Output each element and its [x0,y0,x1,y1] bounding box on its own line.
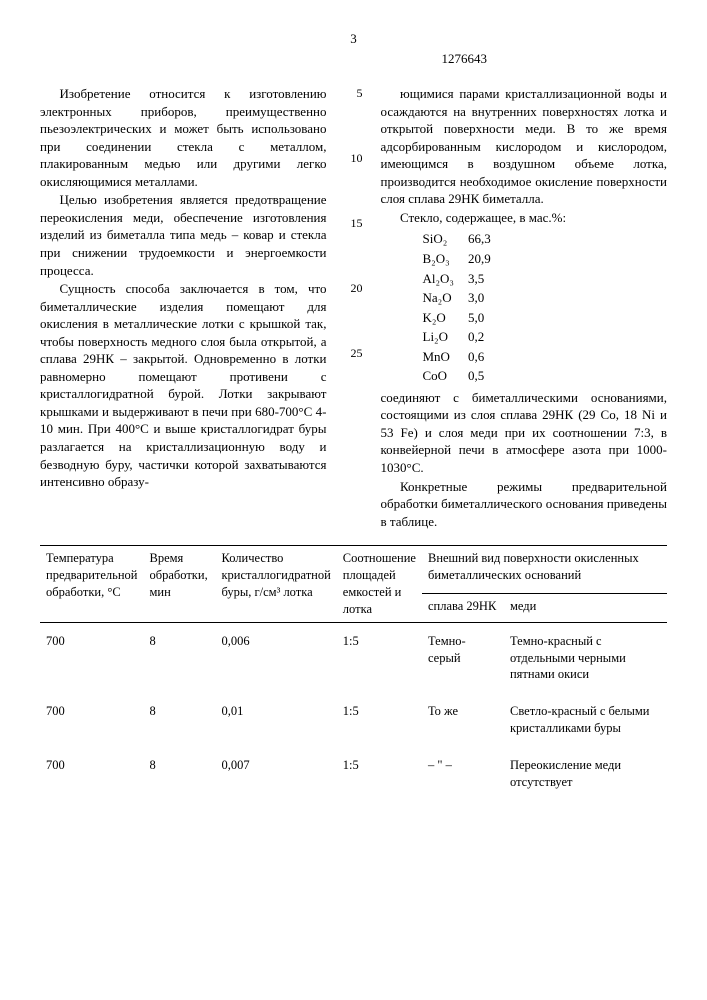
cell-amount: 0,006 [215,622,336,693]
cell-temp: 700 [40,622,143,693]
cell-temp: 700 [40,747,143,801]
comp-formula: K₂O [423,309,466,327]
comp-row: MnO0,6 [423,348,503,366]
composition-table: SiO₂66,3 B₂O₃20,9 Al₂O₃3,5 Na₂O3,0 K₂O5,… [421,228,505,386]
results-table: Температура предварительной обработки, °… [40,545,667,801]
col-header: Количество кристаллогидратной буры, г/см… [215,546,336,623]
page-number: 3 [40,30,667,48]
cell-copper: Светло-красный с белыми кристалликами бу… [504,693,667,747]
table-row: 700 8 0,007 1:5 – " – Переокисление меди… [40,747,667,801]
cell-alloy: То же [422,693,504,747]
comp-row: Li₂O0,2 [423,328,503,346]
cell-alloy: – " – [422,747,504,801]
cell-ratio: 1:5 [337,693,422,747]
cell-time: 8 [143,693,215,747]
cell-ratio: 1:5 [337,747,422,801]
paragraph: Изобретение относится к изготовлению эле… [40,85,327,190]
text-columns: Изобретение относится к изготовлению эле… [40,85,667,531]
comp-formula: MnO [423,348,466,366]
comp-value: 0,5 [468,367,503,385]
comp-formula: Na₂O [423,289,466,307]
left-column: Изобретение относится к изготовлению эле… [40,85,327,531]
line-marker: 15 [345,215,363,280]
cell-amount: 0,007 [215,747,336,801]
cell-time: 8 [143,622,215,693]
document-number: 1276643 [40,50,667,68]
comp-formula: Li₂O [423,328,466,346]
comp-value: 3,0 [468,289,503,307]
comp-row: Na₂O3,0 [423,289,503,307]
line-number-gutter: 5 10 15 20 25 [345,85,363,531]
comp-row: CoO0,5 [423,367,503,385]
col-subheader: меди [504,593,667,622]
cell-copper: Переокисление меди отсутствует [504,747,667,801]
comp-row: B₂O₃20,9 [423,250,503,268]
comp-value: 20,9 [468,250,503,268]
cell-ratio: 1:5 [337,622,422,693]
paragraph: Конкретные режимы предварительной обрабо… [381,478,668,531]
cell-alloy: Темно-серый [422,622,504,693]
paragraph: Целью изобретения является предотвращени… [40,191,327,279]
col-header-group: Внешний вид поверхности окисленных бимет… [422,546,667,594]
comp-value: 0,6 [468,348,503,366]
table-row: 700 8 0,01 1:5 То же Светло-красный с бе… [40,693,667,747]
line-marker: 5 [345,85,363,150]
comp-formula: CoO [423,367,466,385]
right-column: ющимися парами кристаллизационной воды и… [381,85,668,531]
comp-row: SiO₂66,3 [423,230,503,248]
comp-value: 0,2 [468,328,503,346]
paragraph: ющимися парами кристаллизационной воды и… [381,85,668,208]
line-marker: 10 [345,150,363,215]
comp-value: 3,5 [468,270,503,288]
comp-value: 5,0 [468,309,503,327]
comp-formula: Al₂O₃ [423,270,466,288]
composition-lead: Стекло, содержащее, в мас.%: [381,209,668,227]
table-header-row: Температура предварительной обработки, °… [40,546,667,594]
cell-time: 8 [143,747,215,801]
cell-copper: Темно-красный с отдельными черными пятна… [504,622,667,693]
comp-formula: SiO₂ [423,230,466,248]
cell-temp: 700 [40,693,143,747]
comp-formula: B₂O₃ [423,250,466,268]
table-row: 700 8 0,006 1:5 Темно-серый Темно-красны… [40,622,667,693]
cell-amount: 0,01 [215,693,336,747]
comp-value: 66,3 [468,230,503,248]
col-header: Температура предварительной обработки, °… [40,546,143,623]
line-marker: 25 [345,345,363,410]
col-header: Время обработки, мин [143,546,215,623]
comp-row: K₂O5,0 [423,309,503,327]
comp-row: Al₂O₃3,5 [423,270,503,288]
line-marker: 20 [345,280,363,345]
paragraph: соединяют с биметаллическими основаниями… [381,389,668,477]
paragraph: Сущность способа заключается в том, что … [40,280,327,491]
col-subheader: сплава 29НК [422,593,504,622]
col-header: Соотношение площадей емкостей и лотка [337,546,422,623]
